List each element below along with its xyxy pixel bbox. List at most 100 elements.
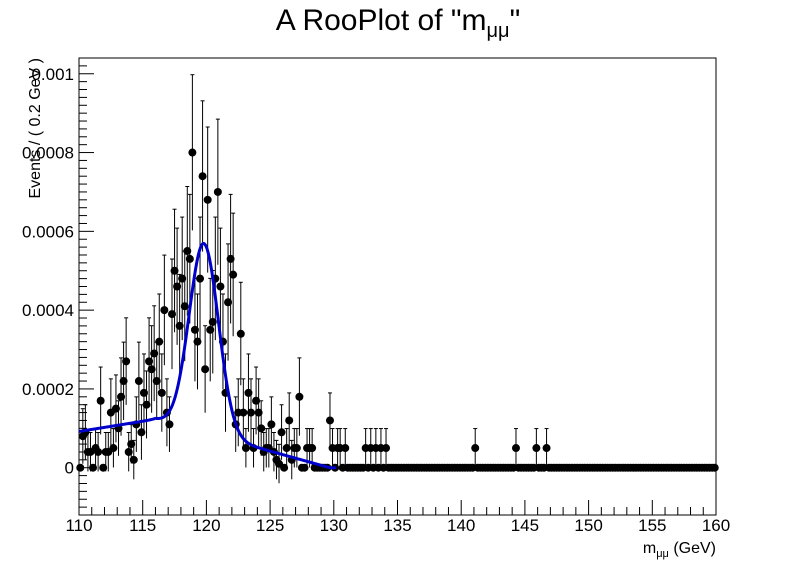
data-point — [150, 305, 159, 402]
data-point — [213, 118, 222, 265]
marker — [308, 444, 317, 453]
x-tick-label: 120 — [192, 516, 220, 535]
data-point — [511, 428, 520, 468]
marker — [226, 254, 235, 263]
marker — [129, 455, 138, 464]
y-tick-label: 0 — [65, 459, 74, 478]
marker — [280, 463, 289, 472]
data-point — [145, 317, 154, 405]
data-point — [198, 100, 207, 252]
marker — [137, 428, 146, 437]
data-point — [257, 400, 266, 456]
x-axis-label: mμμ (GeV) — [643, 540, 716, 560]
x-tick-label: 145 — [511, 516, 539, 535]
marker — [185, 254, 194, 263]
marker — [142, 400, 151, 409]
data-point — [117, 357, 126, 436]
marker — [188, 148, 197, 157]
data-point — [236, 281, 245, 386]
data-point — [196, 216, 205, 341]
marker — [236, 329, 245, 338]
marker — [170, 266, 179, 275]
y-tick-label: 0.001 — [31, 65, 74, 84]
marker — [180, 302, 189, 311]
data-point — [122, 317, 131, 405]
marker — [122, 357, 131, 366]
marker — [152, 377, 161, 386]
marker — [542, 444, 551, 453]
x-tick-label: 125 — [256, 516, 284, 535]
data-point — [168, 258, 177, 370]
data-point — [99, 463, 108, 472]
marker — [213, 187, 222, 196]
data-point — [308, 428, 317, 468]
data-point — [165, 396, 174, 452]
data-point — [382, 428, 391, 468]
marker — [471, 444, 480, 453]
marker — [173, 282, 182, 291]
marker — [239, 408, 248, 417]
marker — [246, 408, 255, 417]
marker — [224, 298, 233, 307]
x-tick-label: 130 — [320, 516, 348, 535]
marker — [109, 444, 118, 453]
marker — [201, 365, 210, 374]
x-tick-label: 115 — [129, 516, 156, 535]
marker — [193, 337, 202, 346]
marker — [292, 444, 301, 453]
axes: 110 115 120 125 130 135 140 145 150 155 160 0 0.0002… — [22, 65, 730, 535]
marker — [117, 392, 126, 401]
data-point — [76, 463, 85, 472]
data-point — [295, 357, 304, 436]
marker — [710, 463, 719, 472]
marker — [155, 337, 164, 346]
marker — [285, 416, 294, 425]
data-point — [341, 428, 350, 468]
data-point — [119, 341, 128, 420]
data-point — [280, 463, 289, 472]
marker — [203, 195, 212, 204]
marker — [252, 396, 261, 405]
data-point — [89, 463, 98, 472]
data-point — [277, 404, 286, 460]
data-point — [124, 432, 133, 472]
marker — [229, 270, 238, 279]
data-point — [292, 428, 301, 468]
data-point — [229, 212, 238, 337]
marker — [150, 349, 159, 358]
marker — [511, 444, 520, 453]
data-point — [155, 293, 164, 390]
marker — [175, 321, 184, 330]
marker — [244, 388, 253, 397]
data-point — [542, 428, 551, 468]
data-point — [300, 463, 309, 472]
data-point — [170, 208, 179, 333]
x-tick-label: 110 — [65, 516, 92, 535]
data-point — [226, 193, 235, 324]
x-tick-label: 155 — [638, 516, 666, 535]
marker — [206, 325, 215, 334]
data-point — [239, 378, 248, 447]
data-point — [183, 185, 192, 316]
data-point — [246, 378, 255, 447]
marker — [127, 440, 136, 449]
marker — [325, 416, 334, 425]
marker — [300, 463, 309, 472]
marker — [190, 325, 199, 334]
marker — [99, 463, 108, 472]
y-tick-label: 0.0004 — [22, 301, 74, 320]
marker — [196, 274, 205, 283]
marker — [76, 463, 85, 472]
marker — [198, 172, 207, 181]
data-point — [206, 277, 215, 382]
data-point — [224, 243, 233, 361]
data-point — [188, 74, 197, 231]
data-point — [139, 353, 148, 432]
data-point — [282, 428, 291, 468]
fit-curve-group — [78, 242, 337, 470]
x-tick-label: 150 — [574, 516, 602, 535]
data-point — [241, 428, 250, 468]
data-point — [142, 370, 151, 439]
data-point — [267, 396, 276, 452]
